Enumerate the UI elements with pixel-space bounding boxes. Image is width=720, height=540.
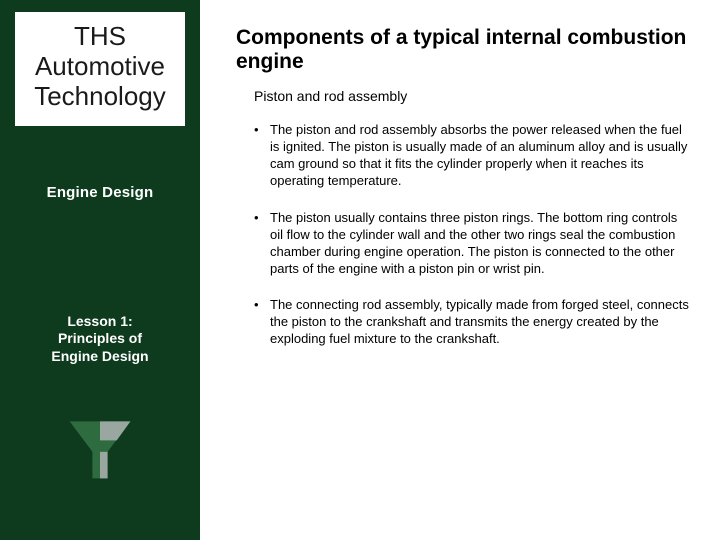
sidebar: THS Automotive Technology Engine Design … [0,0,200,540]
bullet-list: The piston and rod assembly absorbs the … [254,122,692,348]
title-line-3: Technology [23,82,177,112]
lesson-line-2: Principles of [51,330,148,348]
page-heading: Components of a typical internal combust… [236,26,692,74]
logo-icon [62,410,138,486]
title-line-1: THS [23,22,177,52]
page-subheading: Piston and rod assembly [254,88,692,104]
slide: THS Automotive Technology Engine Design … [0,0,720,540]
bullet-item: The piston and rod assembly absorbs the … [254,122,692,190]
bullet-item: The piston usually contains three piston… [254,210,692,278]
lesson-line-1: Lesson 1: [51,313,148,331]
lesson-label: Lesson 1: Principles of Engine Design [51,313,148,366]
title-card: THS Automotive Technology [15,12,185,126]
title-line-2: Automotive [23,52,177,82]
main-content: Components of a typical internal combust… [200,0,720,540]
bullet-item: The connecting rod assembly, typically m… [254,297,692,348]
lesson-line-3: Engine Design [51,348,148,366]
section-label: Engine Design [47,184,154,201]
